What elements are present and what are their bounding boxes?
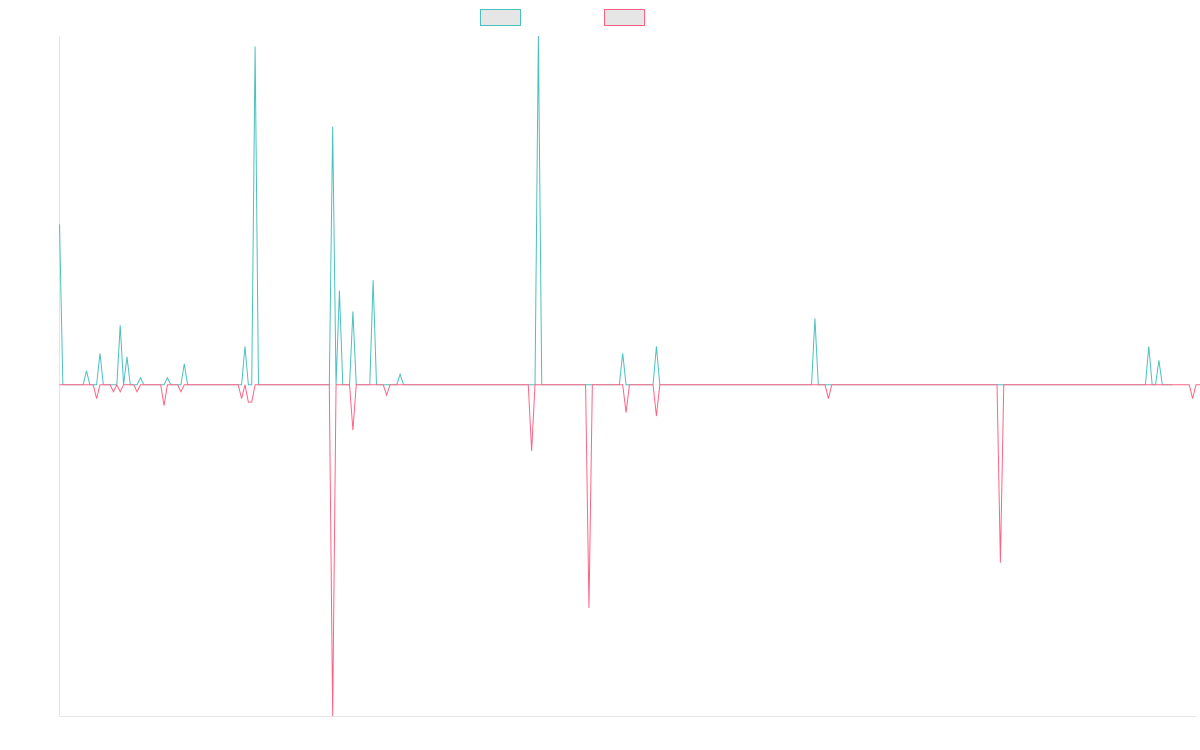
series-line-2 [59, 383, 1200, 717]
series-layer [59, 35, 1200, 717]
legend-item-2[interactable] [604, 9, 645, 26]
legend-swatch-1 [480, 9, 521, 26]
axes [59, 36, 1196, 717]
legend-item-1[interactable] [480, 9, 521, 26]
series-line-1 [59, 35, 1173, 386]
legend[interactable] [480, 9, 645, 26]
legend-swatch-2 [604, 9, 645, 26]
